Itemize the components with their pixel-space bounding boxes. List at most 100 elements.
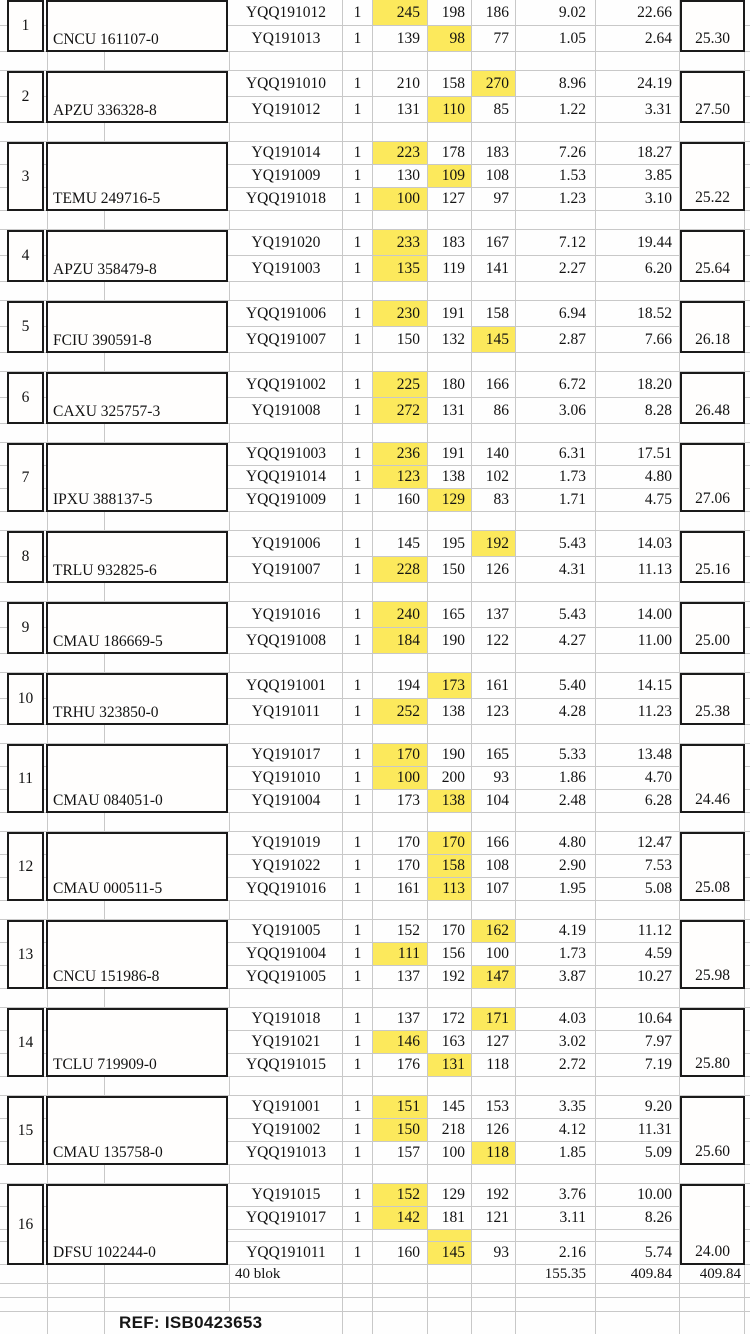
value1-cell: 145 (373, 531, 428, 556)
qty-cell: 1 (343, 327, 373, 352)
group-number-box: 2 (7, 71, 44, 123)
ref-label: REF: ISB0423653 (105, 1312, 343, 1334)
qty-cell: 1 (343, 673, 373, 698)
grid-cell (472, 512, 516, 530)
grid-cell (428, 282, 472, 300)
calc1-cell: 5.43 (516, 531, 596, 556)
grid-cell (680, 901, 745, 919)
grid-cell (373, 211, 428, 229)
calc1-cell: 5.43 (516, 602, 596, 627)
group-total-box: 25.60 (680, 1096, 745, 1165)
value2-cell: 173 (428, 673, 472, 698)
value1-cell: 150 (373, 1119, 428, 1141)
group-total-box: 25.80 (680, 1008, 745, 1077)
value1-cell: 131 (373, 97, 428, 122)
value3-cell: 137 (472, 602, 516, 627)
grid-cell (472, 654, 516, 672)
grid-cell (516, 901, 596, 919)
value2-cell: 218 (428, 1119, 472, 1141)
qty-cell: 1 (343, 1142, 373, 1164)
qty-cell: 1 (343, 372, 373, 397)
calc1-cell: 2.48 (516, 790, 596, 812)
group-total-box: 24.00 (680, 1184, 745, 1265)
table-row: YQ191006 1 145 195 192 5.43 14.03 (0, 531, 750, 557)
value2-cell: 145 (428, 1096, 472, 1118)
batch-cell: YQ191008 (230, 398, 343, 423)
grid-cell (230, 725, 343, 743)
calc2-cell: 6.28 (596, 790, 680, 812)
value1-cell: 139 (373, 26, 428, 51)
qty-cell: 1 (343, 1184, 373, 1206)
value2-cell: 138 (428, 790, 472, 812)
container-group: YQ191015 1 152 129 192 3.76 10.00 YQQ191017 1 142… (0, 1184, 750, 1265)
qty-cell: 1 (343, 1096, 373, 1118)
grid-cell (343, 1284, 373, 1297)
calc2-cell: 4.70 (596, 767, 680, 789)
grid-cell (596, 1165, 680, 1183)
qty-cell: 1 (343, 1242, 373, 1264)
table-row: YQ191010 1 100 200 93 1.86 4.70 (0, 767, 750, 790)
qty-cell: 1 (343, 767, 373, 789)
container-id-box: CMAU 186669-5 (46, 602, 228, 654)
qty-cell: 1 (343, 1054, 373, 1076)
grid-cell (0, 901, 48, 919)
grid-cell (516, 512, 596, 530)
value2-cell: 180 (428, 372, 472, 397)
value1-cell: 170 (373, 744, 428, 766)
value3-cell (472, 1230, 516, 1241)
qty-cell: 1 (343, 943, 373, 965)
value1-cell: 137 (373, 1008, 428, 1030)
value1-cell: 225 (373, 372, 428, 397)
grid-cell (596, 654, 680, 672)
table-row: YQ191001 1 151 145 153 3.35 9.20 (0, 1096, 750, 1119)
grid-cell (428, 583, 472, 601)
calc2-cell: 13.48 (596, 744, 680, 766)
value2-cell: 129 (428, 1184, 472, 1206)
batch-cell: YQQ191008 (230, 628, 343, 653)
qty-cell: 1 (343, 71, 373, 96)
group-number-box: 10 (7, 673, 44, 725)
grid-cell (428, 654, 472, 672)
calc1-cell: 4.31 (516, 557, 596, 582)
batch-cell: YQ191006 (230, 531, 343, 556)
grid-cell (105, 1298, 230, 1311)
value2-cell: 191 (428, 301, 472, 326)
table-row: YQQ191001 1 194 173 161 5.40 14.15 (0, 673, 750, 699)
container-group: YQQ191003 1 236 191 140 6.31 17.51 YQQ191014 1 12… (0, 443, 750, 512)
grid-cell (680, 52, 745, 70)
table-row: YQ191014 1 223 178 183 7.26 18.27 (0, 142, 750, 165)
value2-cell: 190 (428, 628, 472, 653)
group-number-box: 6 (7, 372, 44, 424)
table-row: YQQ191008 1 184 190 122 4.27 11.00 (0, 628, 750, 654)
grid-cell (343, 52, 373, 70)
container-id-box: TRHU 323850-0 (46, 673, 228, 725)
value2-cell: 198 (428, 0, 472, 25)
grid-cell (230, 901, 343, 919)
calc2-cell: 5.08 (596, 878, 680, 900)
grid-cell (373, 1077, 428, 1095)
value1-cell: 170 (373, 855, 428, 877)
value3-cell: 108 (472, 855, 516, 877)
value3-cell: 121 (472, 1207, 516, 1229)
calc2-cell: 10.27 (596, 966, 680, 988)
calc1-cell: 1.86 (516, 767, 596, 789)
value3-cell: 108 (472, 165, 516, 187)
table-row: YQ191009 1 130 109 108 1.53 3.85 (0, 165, 750, 188)
value2-cell: 110 (428, 97, 472, 122)
calc2-cell: 11.31 (596, 1119, 680, 1141)
batch-cell: YQ191018 (230, 1008, 343, 1030)
value1-cell: 194 (373, 673, 428, 698)
grid-cell (48, 1298, 105, 1311)
container-id-box: DFSU 102244-0 (46, 1184, 228, 1265)
grid-cell (373, 1284, 428, 1297)
grid-cell (105, 813, 230, 831)
value2-cell: 100 (428, 1142, 472, 1164)
qty-cell: 1 (343, 920, 373, 942)
group-number-box: 9 (7, 602, 44, 654)
grid-cell (373, 725, 428, 743)
grid-cell (230, 1284, 343, 1297)
calc2-cell: 14.15 (596, 673, 680, 698)
grid-cell (373, 1265, 428, 1283)
grid-cell (48, 989, 105, 1007)
spacer-row (0, 1165, 750, 1184)
